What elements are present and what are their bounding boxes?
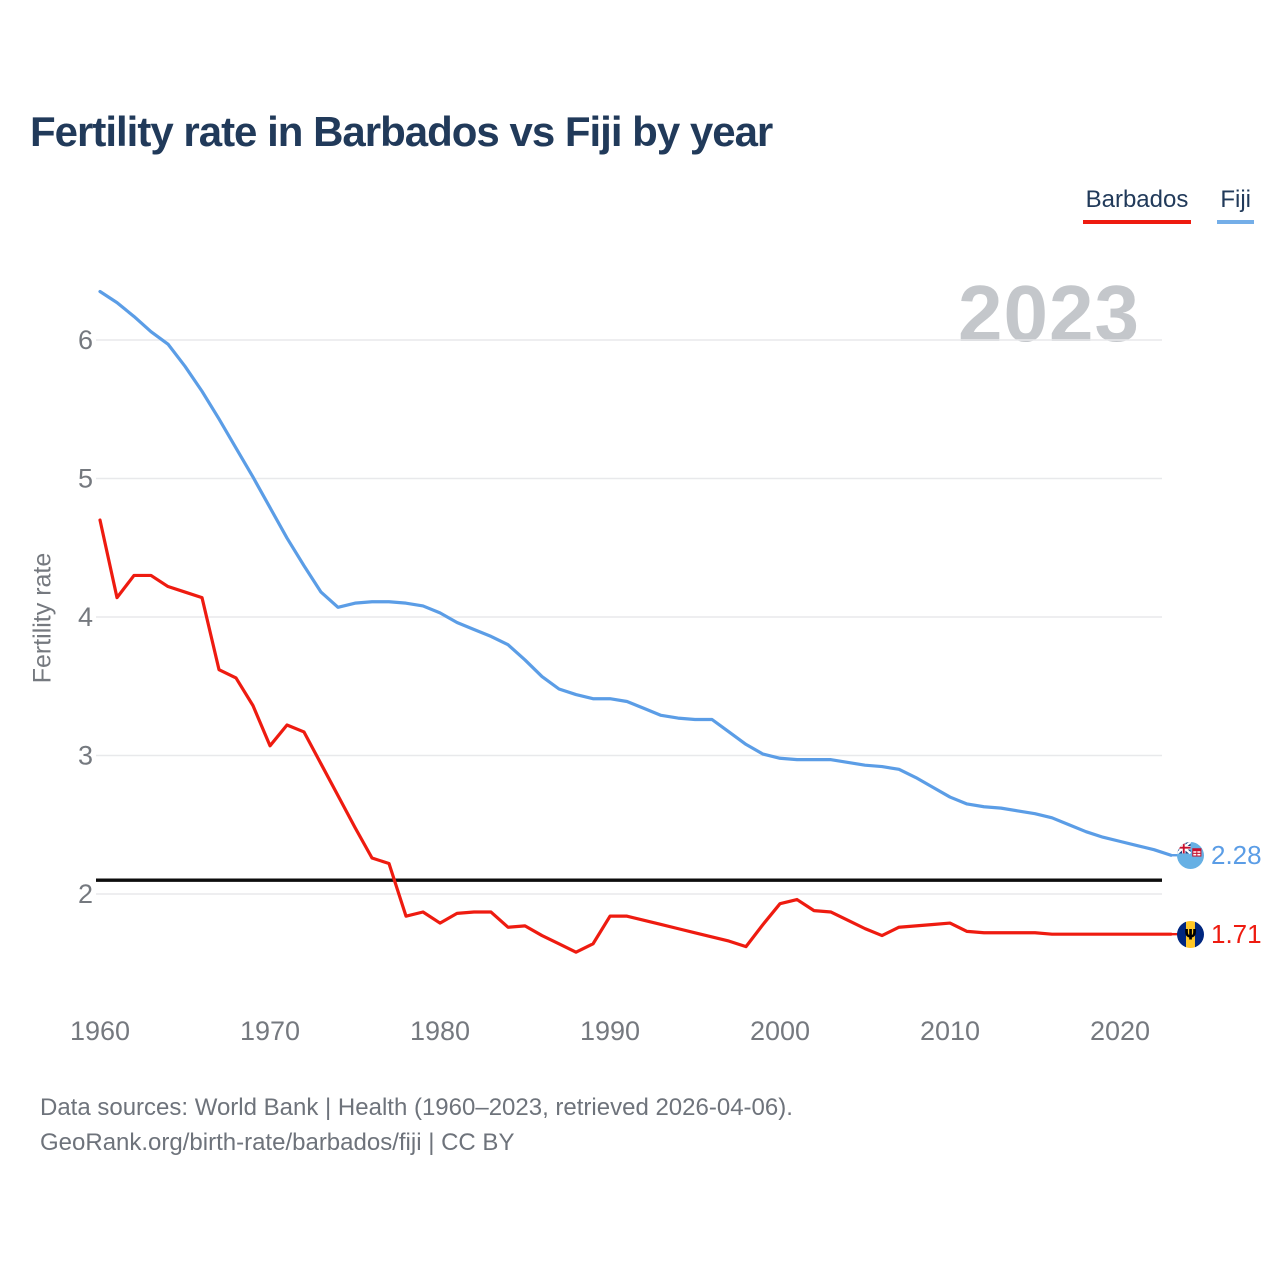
chart-title: Fertility rate in Barbados vs Fiji by ye… bbox=[30, 108, 773, 155]
x-tick-label: 2010 bbox=[920, 1016, 980, 1046]
barbados-end-value: 1.71 bbox=[1211, 918, 1262, 949]
fiji-flag-icon bbox=[1177, 841, 1204, 869]
x-tick-label: 1980 bbox=[410, 1016, 470, 1046]
year-watermark: 2023 bbox=[958, 269, 1140, 358]
barbados-end-label: Ψ 1.71 bbox=[1177, 918, 1262, 949]
x-tick-label: 1960 bbox=[70, 1016, 130, 1046]
footer: Data sources: World Bank | Health (1960–… bbox=[40, 1090, 793, 1160]
y-tick-label: 2 bbox=[78, 879, 93, 909]
x-tick-label: 1970 bbox=[240, 1016, 300, 1046]
attribution-line: GeoRank.org/birth-rate/barbados/fiji | C… bbox=[40, 1129, 515, 1156]
legend: Barbados Fiji bbox=[1082, 186, 1254, 224]
y-tick-label: 3 bbox=[78, 741, 93, 771]
x-tick-label: 2000 bbox=[750, 1016, 810, 1046]
x-tick-label: 1990 bbox=[580, 1016, 640, 1046]
fiji-end-value: 2.28 bbox=[1211, 839, 1262, 870]
fiji-line[interactable] bbox=[98, 289, 1173, 857]
y-tick-label: 6 bbox=[78, 325, 93, 355]
barbados-flag-icon: Ψ bbox=[1177, 920, 1204, 948]
legend-item-fiji[interactable]: Fiji bbox=[1217, 186, 1254, 224]
fiji-end-label: 2.28 bbox=[1177, 839, 1262, 870]
y-tick-label: 4 bbox=[78, 602, 93, 632]
data-sources-line: Data sources: World Bank | Health (1960–… bbox=[40, 1094, 793, 1121]
barbados-line[interactable] bbox=[98, 518, 1173, 954]
x-tick-label: 2020 bbox=[1090, 1016, 1150, 1046]
legend-item-barbados[interactable]: Barbados bbox=[1082, 186, 1192, 224]
y-tick-label: 5 bbox=[78, 464, 93, 494]
svg-text:Ψ: Ψ bbox=[1184, 927, 1196, 943]
